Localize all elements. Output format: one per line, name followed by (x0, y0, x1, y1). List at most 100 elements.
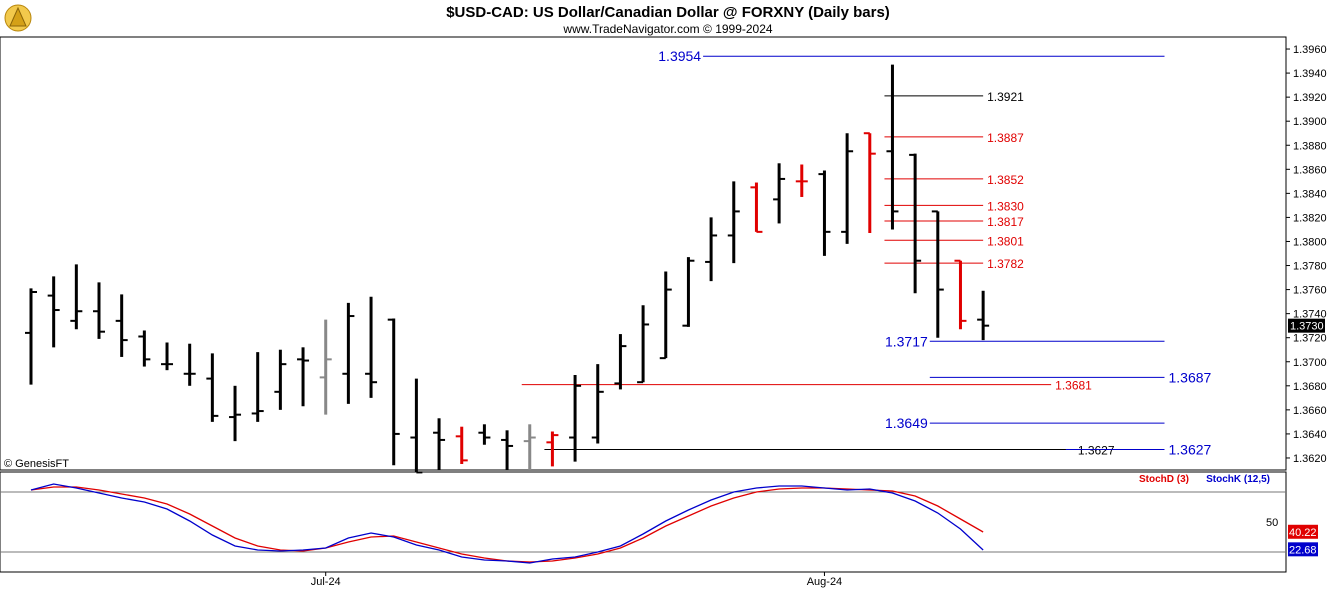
legend-stoch-k: StochK (12,5) (1206, 474, 1270, 485)
level-label: 1.3717 (885, 333, 928, 349)
stoch-panel-frame (0, 471, 1287, 573)
stoch-d-value: 40.22 (1289, 527, 1317, 539)
ohlc-bar (138, 330, 151, 367)
y-tick-label: 1.3880 (1293, 140, 1327, 152)
y-tick-label: 1.3960 (1293, 44, 1327, 56)
y-tick-label: 1.3900 (1293, 116, 1327, 128)
y-tick-label: 1.3780 (1293, 261, 1327, 273)
ohlc-bar (433, 418, 446, 470)
level-label: 1.3687 (1169, 369, 1212, 385)
level-label: 1.3921 (987, 90, 1024, 104)
ohlc-bar (954, 259, 967, 330)
price-bars (25, 64, 990, 474)
y-tick-label: 1.3620 (1293, 453, 1327, 465)
y-tick-label: 1.3660 (1293, 405, 1327, 417)
ohlc-bar (478, 424, 491, 445)
chart-title: $USD-CAD: US Dollar/Canadian Dollar @ FO… (446, 4, 890, 21)
stoch-reference-lines (0, 491, 1286, 553)
ohlc-bar (863, 132, 876, 234)
x-tick-label: Jul-24 (311, 576, 341, 588)
y-tick-label: 1.3800 (1293, 236, 1327, 248)
chart-subtitle: www.TradeNavigator.com © 1999-2024 (562, 22, 772, 36)
level-label: 1.3830 (987, 199, 1024, 213)
level-label: 1.3801 (987, 234, 1024, 248)
ohlc-bar (818, 170, 831, 256)
last-price-label-bg (1288, 318, 1325, 333)
level-label: 1.3852 (987, 173, 1024, 187)
y-tick-label: 1.3740 (1293, 309, 1327, 321)
level-label: 1.3627 (1078, 444, 1115, 458)
last-price-label: 1.3730 (1290, 321, 1324, 333)
ohlc-bar (319, 319, 332, 415)
stoch-lines (30, 483, 984, 564)
y-tick-label: 1.3920 (1293, 92, 1327, 104)
ohlc-bar (297, 347, 310, 407)
ohlc-bar (25, 288, 37, 385)
level-label: 1.3681 (1055, 379, 1092, 393)
ohlc-bar (637, 305, 650, 384)
level-label: 1.3782 (987, 257, 1024, 271)
ohlc-bar (251, 352, 264, 422)
ohlc-bar (659, 271, 672, 360)
ohlc-bar (47, 276, 60, 348)
ohlc-bar (523, 424, 536, 470)
y-tick-label: 1.3760 (1293, 285, 1327, 297)
ohlc-bar (546, 431, 559, 467)
ohlc-bar (569, 374, 582, 462)
ohlc-bar (501, 430, 514, 470)
ohlc-bar (773, 163, 786, 224)
header-logo (4, 4, 32, 32)
ohlc-bar (795, 164, 808, 197)
y-tick-label: 1.3860 (1293, 164, 1327, 176)
price-panel: 1.3954 1.3921 1.3887 1.3852 1.3830 1.3817 1.38… (0, 36, 1327, 474)
ohlc-bar (977, 290, 990, 341)
level-label: 1.3887 (987, 131, 1024, 145)
ohlc-bar (750, 182, 763, 233)
ohlc-bar (365, 296, 378, 398)
ohlc-bar (727, 181, 740, 264)
y-tick-label: 1.3720 (1293, 333, 1327, 345)
x-axis: Jul-24 Aug-24 (311, 572, 842, 588)
ohlc-bar (909, 153, 922, 294)
level-label: 1.3817 (987, 215, 1024, 229)
y-tick-label: 1.3820 (1293, 212, 1327, 224)
stoch-k-line (30, 483, 984, 564)
ohlc-bar (591, 364, 604, 444)
ohlc-bar (931, 210, 944, 338)
y-tick-label: 1.3940 (1293, 68, 1327, 80)
y-tick-label: 1.3700 (1293, 357, 1327, 369)
ohlc-bar (161, 342, 174, 371)
legend-stoch-d: StochD (3) (1139, 474, 1189, 485)
price-axis: 1.3960 1.3940 1.3920 1.3900 1.3880 1.3860 1.38… (1286, 44, 1327, 465)
ohlc-bar (115, 294, 128, 357)
price-levels: 1.3954 1.3921 1.3887 1.3852 1.3830 1.3817 1.38… (521, 48, 1212, 458)
stoch-k-value-bg (1288, 542, 1318, 557)
ohlc-bar (705, 217, 718, 282)
price-panel-frame (0, 36, 1287, 471)
ohlc-bar (682, 257, 695, 327)
stoch-axis: 50 40.22 22.68 (1266, 517, 1318, 557)
level-label: 1.3649 (885, 415, 928, 431)
ohlc-bar (841, 133, 854, 244)
ohlc-bar (70, 264, 83, 330)
stoch-panel: 50 40.22 22.68 StochD (3) StochK (12,5) (0, 471, 1318, 573)
y-tick-label: 1.3640 (1293, 429, 1327, 441)
stoch-tick-label: 50 (1266, 517, 1278, 529)
ohlc-bar (455, 426, 468, 464)
ohlc-bar (274, 349, 287, 410)
level-label: 1.3627 (1169, 442, 1212, 458)
ohlc-bar (229, 385, 242, 442)
ohlc-bar (206, 353, 219, 422)
ohlc-bar (886, 64, 899, 230)
ohlc-bar (93, 282, 106, 339)
stoch-d-value-bg (1288, 524, 1318, 539)
ohlc-bar (614, 334, 627, 390)
stoch-k-value: 22.68 (1289, 544, 1317, 556)
y-tick-label: 1.3840 (1293, 188, 1327, 200)
ohlc-bar (342, 302, 355, 404)
level-label: 1.3954 (658, 48, 701, 64)
ohlc-bar (183, 343, 196, 386)
watermark: © GenesisFT (4, 458, 69, 470)
